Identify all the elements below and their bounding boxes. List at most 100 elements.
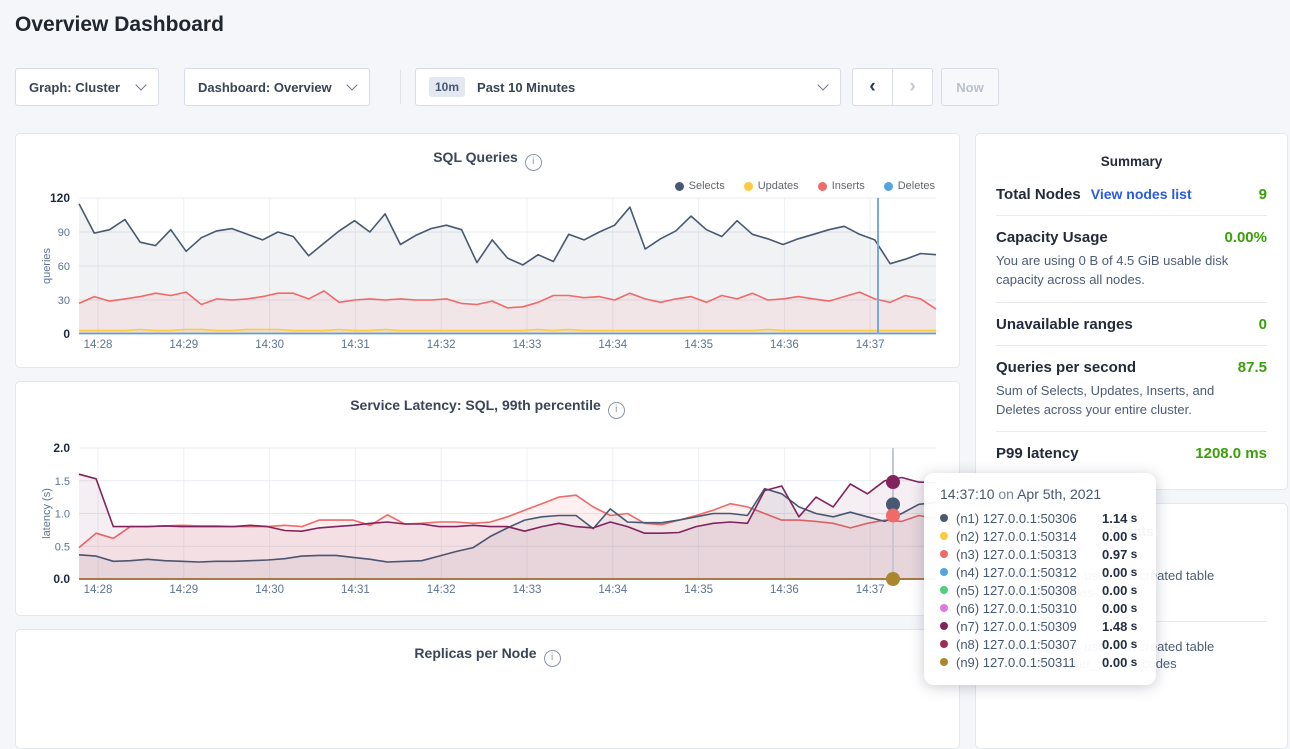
summary-title: Summary	[976, 134, 1287, 173]
node-color-dot-icon	[940, 622, 948, 630]
svg-text:14:31: 14:31	[341, 584, 370, 596]
svg-text:30: 30	[58, 295, 70, 307]
node-latency-unit: s	[1127, 529, 1137, 543]
node-address: (n1) 127.0.0.1:50306	[956, 511, 1102, 526]
summary-panel: Summary Total Nodes View nodes list 9 Capac…	[975, 133, 1288, 490]
svg-text:14:37: 14:37	[856, 339, 885, 351]
info-icon[interactable]: i	[544, 650, 561, 667]
svg-text:14:29: 14:29	[169, 584, 198, 596]
graph-dropdown[interactable]: Graph: Cluster	[15, 68, 159, 106]
time-range-dropdown[interactable]: 10m Past 10 Minutes	[415, 68, 841, 106]
summary-value: 87.5	[1238, 359, 1267, 376]
node-address: (n7) 127.0.0.1:50309	[956, 619, 1102, 634]
node-latency-value: 1.14	[1102, 511, 1127, 526]
replicas-per-node-title: Replicas per Nodei	[16, 630, 959, 667]
replicas-per-node-card: Replicas per Nodei	[15, 629, 960, 749]
svg-text:14:37: 14:37	[856, 584, 885, 596]
service-latency-chart[interactable]: 14:2814:2914:3014:3114:3214:3314:3414:35…	[16, 382, 961, 617]
summary-label: Total Nodes	[996, 186, 1081, 203]
node-latency-value: 0.00	[1102, 655, 1127, 670]
chevron-down-icon	[817, 79, 828, 90]
svg-text:1.5: 1.5	[55, 476, 70, 488]
service-latency-card: Service Latency: SQL, 99th percentilei 1…	[15, 381, 960, 616]
summary-label: Queries per second	[996, 359, 1136, 376]
node-latency-unit: s	[1127, 619, 1137, 633]
svg-text:14:28: 14:28	[84, 584, 113, 596]
node-latency-unit: s	[1127, 601, 1137, 615]
svg-text:0.0: 0.0	[53, 572, 70, 586]
summary-rows: Total Nodes View nodes list 9 Capacity Usag…	[976, 173, 1287, 474]
svg-text:queries: queries	[41, 247, 53, 284]
svg-text:14:32: 14:32	[427, 339, 456, 351]
node-address: (n4) 127.0.0.1:50312	[956, 565, 1102, 580]
tooltip-node-row: (n6) 127.0.0.1:503100.00 s	[940, 599, 1140, 617]
time-nav-group: ‹ ›	[852, 68, 933, 106]
node-color-dot-icon	[940, 586, 948, 594]
svg-text:14:28: 14:28	[84, 339, 113, 351]
node-color-dot-icon	[940, 604, 948, 612]
node-color-dot-icon	[940, 640, 948, 648]
svg-text:14:35: 14:35	[684, 339, 713, 351]
svg-text:14:35: 14:35	[684, 584, 713, 596]
sql-queries-card: SQL Queriesi SelectsUpdatesInsertsDelete…	[15, 133, 960, 368]
tooltip-rows: (n1) 127.0.0.1:503061.14 s(n2) 127.0.0.1…	[940, 509, 1140, 671]
toolbar-divider	[400, 70, 401, 104]
summary-row-queries-per-second: Queries per second 87.5 Sum of Selects, Up…	[996, 345, 1267, 432]
chart-hover-tooltip: 14:37:10 on Apr 5th, 2021 (n1) 127.0.0.1…	[924, 473, 1156, 685]
summary-row-p99-latency: P99 latency 1208.0 ms	[996, 431, 1267, 474]
graph-dropdown-label: Graph: Cluster	[29, 80, 120, 95]
tooltip-node-row: (n2) 127.0.0.1:503140.00 s	[940, 527, 1140, 545]
svg-text:0: 0	[63, 327, 70, 341]
node-latency-value: 0.00	[1102, 565, 1127, 580]
summary-value: 1208.0 ms	[1195, 445, 1267, 462]
node-latency-value: 0.00	[1102, 637, 1127, 652]
chevron-down-icon	[346, 79, 357, 90]
svg-text:14:33: 14:33	[513, 584, 542, 596]
node-address: (n3) 127.0.0.1:50313	[956, 547, 1102, 562]
svg-text:14:34: 14:34	[598, 584, 627, 596]
tooltip-node-row: (n4) 127.0.0.1:503120.00 s	[940, 563, 1140, 581]
node-latency-unit: s	[1127, 583, 1137, 597]
summary-description: You are using 0 B of 4.5 GiB usable disk…	[996, 252, 1267, 290]
svg-text:14:33: 14:33	[513, 339, 542, 351]
svg-text:14:36: 14:36	[770, 584, 799, 596]
now-button[interactable]: Now	[941, 68, 999, 106]
node-latency-value: 0.97	[1102, 547, 1127, 562]
node-color-dot-icon	[940, 532, 948, 540]
svg-text:0.5: 0.5	[55, 541, 70, 553]
chevron-right-icon: ›	[909, 76, 915, 98]
node-latency-value: 0.00	[1102, 601, 1127, 616]
dashboard-dropdown[interactable]: Dashboard: Overview	[184, 68, 370, 106]
tooltip-node-row: (n1) 127.0.0.1:503061.14 s	[940, 509, 1140, 527]
node-latency-unit: s	[1127, 655, 1137, 669]
node-address: (n6) 127.0.0.1:50310	[956, 601, 1102, 616]
summary-description: Sum of Selects, Updates, Inserts, and De…	[996, 382, 1267, 420]
tooltip-node-row: (n8) 127.0.0.1:503070.00 s	[940, 635, 1140, 653]
node-address: (n5) 127.0.0.1:50308	[956, 583, 1102, 598]
node-address: (n9) 127.0.0.1:50311	[956, 655, 1102, 670]
svg-text:60: 60	[58, 261, 70, 273]
svg-text:14:31: 14:31	[341, 339, 370, 351]
page-title: Overview Dashboard	[15, 13, 224, 37]
summary-row-capacity-usage: Capacity Usage0.00%You are using 0 B of …	[996, 215, 1267, 302]
tooltip-node-row: (n3) 127.0.0.1:503130.97 s	[940, 545, 1140, 563]
dashboard-dropdown-label: Dashboard: Overview	[198, 80, 332, 95]
node-latency-value: 0.00	[1102, 583, 1127, 598]
node-latency-value: 0.00	[1102, 529, 1127, 544]
summary-label: P99 latency	[996, 445, 1079, 462]
summary-label: Unavailable ranges	[996, 316, 1133, 333]
chevron-down-icon	[135, 79, 146, 90]
summary-value: 0.00%	[1224, 229, 1267, 246]
time-back-button[interactable]: ‹	[853, 69, 893, 105]
node-color-dot-icon	[940, 550, 948, 558]
node-address: (n8) 127.0.0.1:50307	[956, 637, 1102, 652]
summary-value: 9	[1259, 186, 1267, 203]
tooltip-timestamp: 14:37:10 on Apr 5th, 2021	[940, 486, 1140, 502]
node-latency-unit: s	[1127, 637, 1137, 651]
svg-text:14:29: 14:29	[169, 339, 198, 351]
svg-text:14:36: 14:36	[770, 339, 799, 351]
sql-queries-chart[interactable]: 14:2814:2914:3014:3114:3214:3314:3414:35…	[16, 134, 961, 369]
view-nodes-list-link[interactable]: View nodes list	[1091, 186, 1192, 202]
time-forward-button[interactable]: ›	[893, 69, 932, 105]
time-range-badge: 10m	[429, 77, 465, 97]
